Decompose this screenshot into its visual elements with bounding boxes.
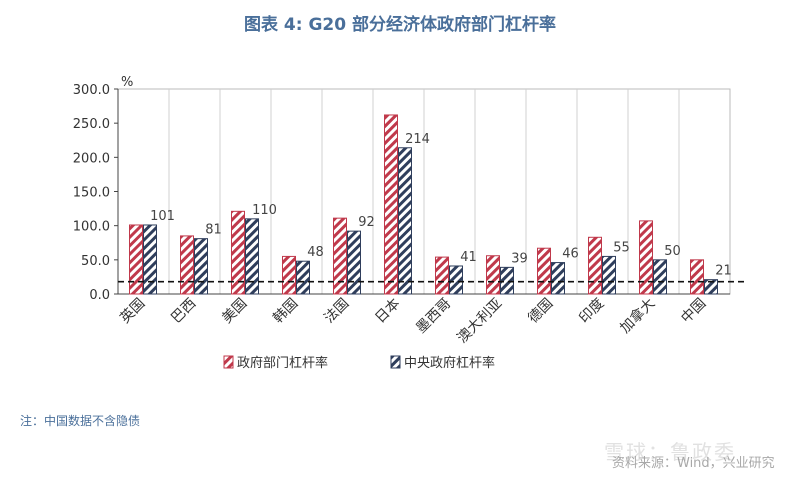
x-category-label: 德国	[525, 296, 556, 327]
bar-central-government	[551, 262, 565, 295]
bar-central-government	[602, 255, 616, 295]
x-category-label: 巴西	[168, 296, 199, 327]
y-unit-label: %	[121, 75, 133, 90]
bar-central-government	[653, 259, 667, 295]
legend-label: 中央政府杠杆率	[404, 355, 495, 371]
bar-central-government	[500, 266, 514, 295]
data-label: 101	[150, 209, 175, 224]
x-category-label: 韩国	[270, 296, 301, 327]
bar-central-government	[704, 279, 718, 295]
data-label: 39	[511, 251, 528, 266]
y-tick-label: 250.0	[73, 117, 110, 132]
data-label: 48	[307, 245, 324, 260]
bar-government	[435, 256, 449, 295]
y-tick-label: 0.0	[89, 288, 110, 303]
bar-central-government	[449, 265, 463, 295]
watermark: 雪球：鲁政委	[604, 440, 736, 464]
data-label: 214	[405, 132, 430, 147]
data-label: 110	[252, 203, 277, 218]
bar-government	[537, 247, 551, 295]
data-label: 55	[613, 240, 630, 255]
bar-central-government	[245, 218, 259, 295]
y-tick-label: 200.0	[73, 151, 110, 166]
chart-title: 图表 4: G20 部分经济体政府部门杠杆率	[244, 15, 556, 35]
bar-government	[588, 236, 602, 295]
data-label: 81	[205, 223, 222, 238]
bar-government	[282, 255, 296, 295]
y-tick-label: 300.0	[73, 83, 110, 98]
bar-government	[231, 210, 245, 295]
x-category-label: 中国	[678, 296, 709, 327]
y-tick-label: 50.0	[81, 254, 110, 269]
bar-government	[486, 255, 500, 295]
x-category-label: 墨西哥	[413, 296, 454, 337]
x-category-label: 澳大利亚	[454, 296, 505, 347]
data-label: 21	[715, 264, 732, 279]
legend-swatch	[223, 355, 234, 369]
data-label: 50	[664, 244, 681, 259]
bar-central-government	[296, 260, 310, 295]
footnote: 注：中国数据不含隐债	[20, 414, 141, 428]
bar-central-government	[143, 224, 157, 295]
x-category-label: 美国	[219, 296, 250, 327]
bar-government	[129, 224, 143, 295]
bar-government	[384, 114, 398, 295]
x-category-label: 英国	[117, 295, 149, 327]
legend-swatch	[390, 355, 401, 369]
source-note: 资料来源：Wind，兴业研究	[612, 456, 775, 471]
x-category-label: 印度	[576, 296, 607, 327]
y-tick-label: 150.0	[73, 186, 110, 201]
bar-government	[690, 259, 704, 295]
y-tick-label: 100.0	[73, 220, 110, 235]
bar-government	[333, 217, 347, 295]
data-label: 41	[460, 250, 477, 265]
bar-central-government	[347, 230, 361, 295]
x-category-label: 日本	[372, 296, 403, 327]
bar-central-government	[194, 238, 208, 295]
bar-government	[639, 220, 653, 295]
legend-label: 政府部门杠杆率	[237, 355, 328, 371]
x-category-label: 加拿大	[617, 295, 659, 337]
data-label: 92	[358, 215, 375, 230]
x-category-label: 法国	[321, 296, 352, 327]
bar-government	[180, 235, 194, 295]
data-label: 46	[562, 247, 579, 262]
bar-central-government	[398, 147, 412, 295]
